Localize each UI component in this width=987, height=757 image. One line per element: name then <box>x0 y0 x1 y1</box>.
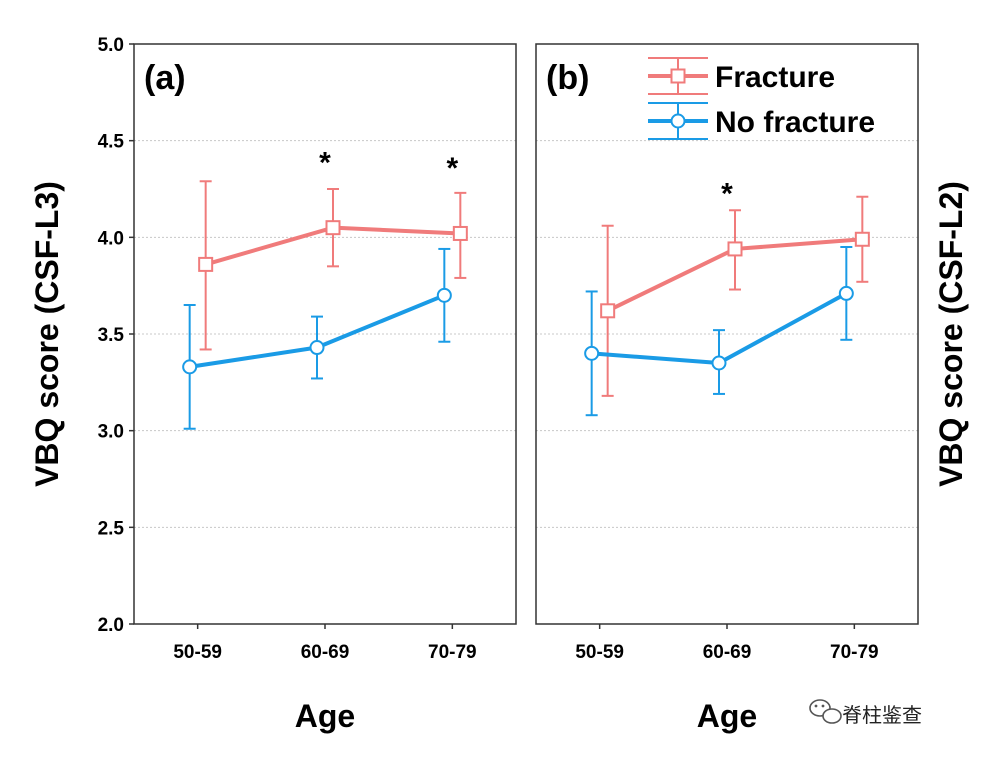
data-point-circle <box>436 287 452 303</box>
panel-label: (b) <box>546 59 589 97</box>
x-axis-label: Age <box>697 698 757 734</box>
watermark-text: 脊柱鉴查 <box>842 703 922 727</box>
y-tick-label: 4.5 <box>98 132 125 153</box>
x-tick-label: 60-69 <box>301 642 350 663</box>
x-tick-label: 60-69 <box>703 642 752 663</box>
y-tick-label: 2.0 <box>98 615 124 636</box>
y-tick-label: 4.0 <box>98 228 124 249</box>
series-fracture <box>198 180 468 351</box>
y-tick-label: 5.0 <box>98 35 124 56</box>
panel-label: (a) <box>144 59 186 97</box>
data-point-square <box>325 220 341 236</box>
legend-label: No fracture <box>715 106 875 139</box>
data-point-square <box>198 256 214 272</box>
panel-a: 2.0 2.5 3.0 3.5 4.0 4.5 5.0 50-59 60-69 70-79 Age V… <box>29 35 517 734</box>
x-tick-label: 70-79 <box>830 642 879 663</box>
y-axis-label: VBQ score (CSF-L2) <box>933 181 969 487</box>
y-tick-label: 3.5 <box>98 325 125 346</box>
data-point-circle <box>584 345 600 361</box>
series-no-fracture <box>584 246 854 417</box>
y-axis-label: VBQ score (CSF-L3) <box>29 181 65 487</box>
data-point-circle <box>711 355 727 371</box>
x-axis-label: Age <box>295 698 355 734</box>
x-tick-label: 50-59 <box>173 642 222 663</box>
significance-star: * <box>319 146 331 179</box>
legend-label: Fracture <box>715 61 835 94</box>
data-point-square <box>727 241 743 257</box>
data-point-circle <box>838 285 854 301</box>
data-point-circle <box>309 340 325 356</box>
legend-marker-square <box>670 68 686 84</box>
watermark: 脊柱鉴查 <box>809 699 922 727</box>
data-point-circle <box>182 359 198 375</box>
significance-star: * <box>721 177 733 210</box>
data-point-square <box>452 225 468 241</box>
legend-marker-circle <box>670 113 686 129</box>
y-tick-label: 3.0 <box>98 422 124 443</box>
data-point-square <box>854 231 870 247</box>
legend: Fracture No fracture <box>648 57 875 140</box>
x-tick-label: 50-59 <box>575 642 624 663</box>
data-point-square <box>600 303 616 319</box>
x-tick-label: 70-79 <box>428 642 477 663</box>
significance-star: * <box>446 152 458 185</box>
wechat-icon <box>809 699 842 724</box>
series-fracture <box>600 195 870 397</box>
series-no-fracture <box>182 247 452 430</box>
y-tick-label: 2.5 <box>98 518 125 539</box>
panel-b: 50-59 60-69 70-79 Age VBQ score (CSF-L2) (b) *… <box>535 43 969 734</box>
